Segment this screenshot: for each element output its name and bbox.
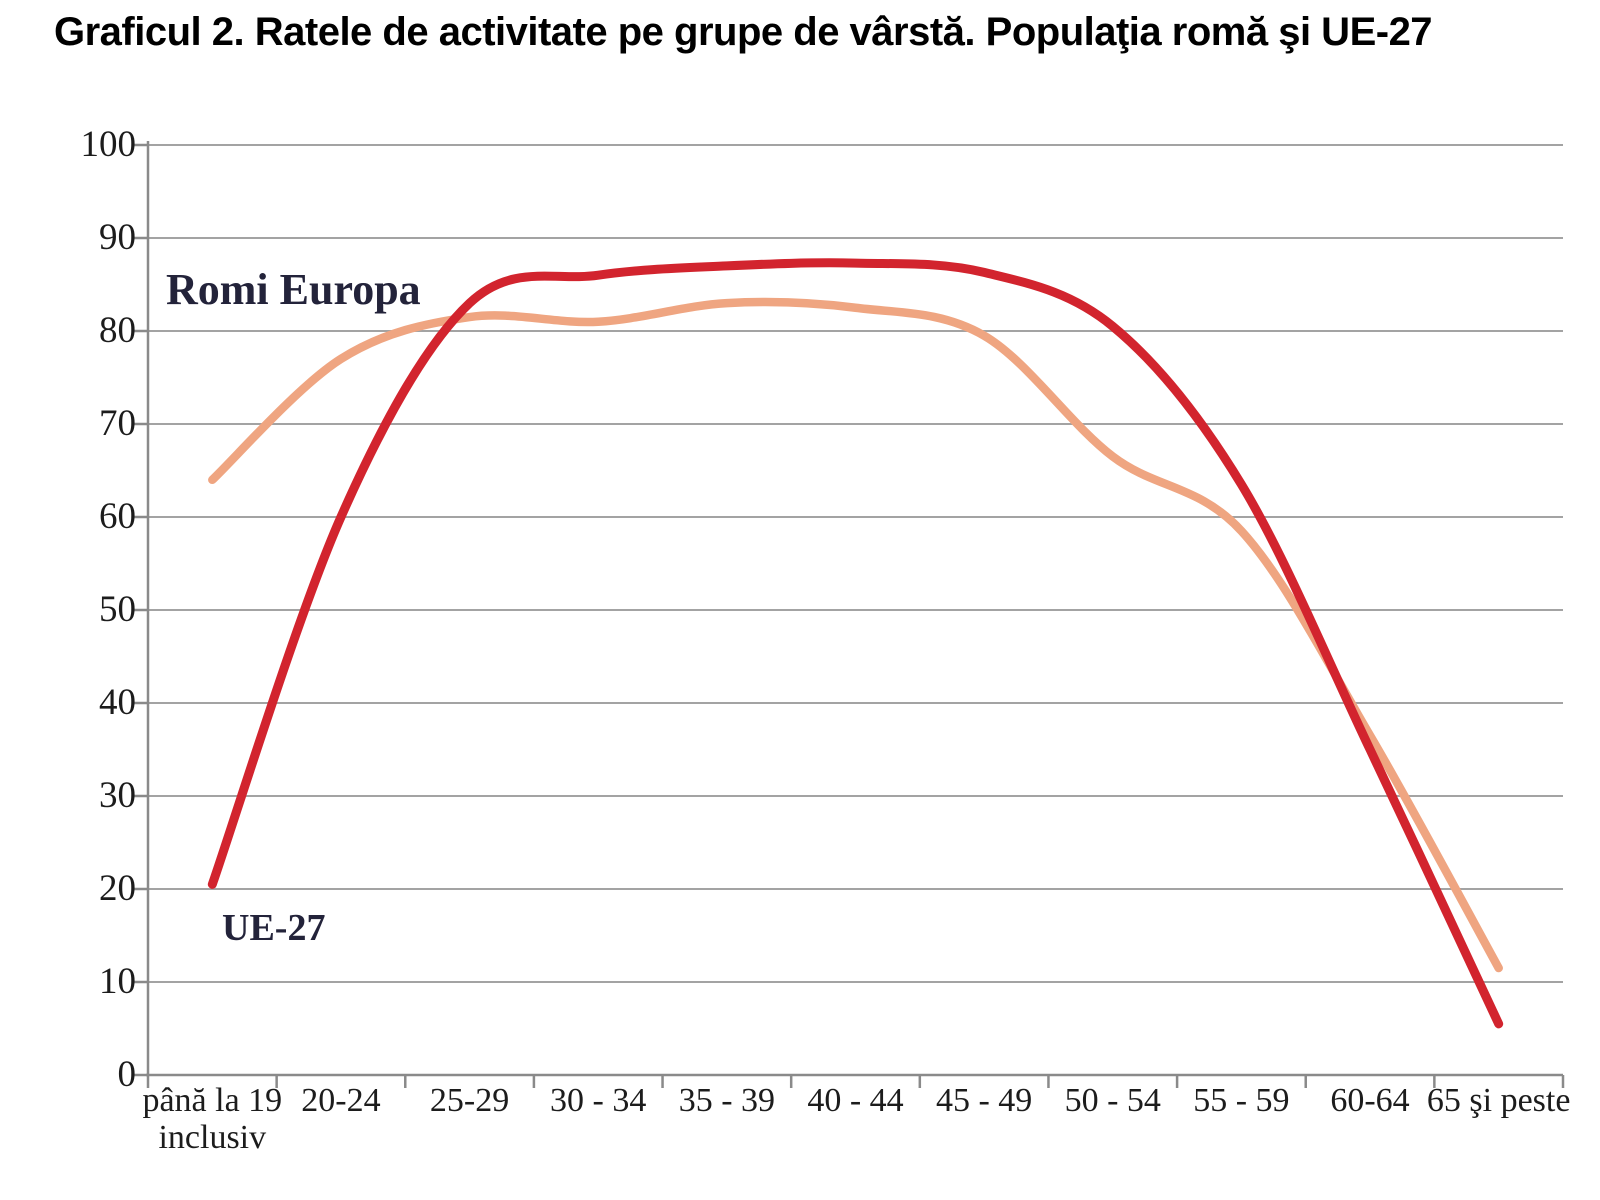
- y-tick-label: 60: [99, 496, 136, 537]
- x-tick-label: 45 - 49: [935, 1082, 1033, 1119]
- x-tick-label: 25-29: [429, 1082, 510, 1119]
- y-tick-label: 30: [99, 775, 136, 816]
- x-tick-label: 40 - 44: [807, 1082, 904, 1119]
- y-tick-label: 50: [99, 589, 136, 630]
- series-label-romi-europa: Romi Europa: [166, 265, 421, 314]
- series-line-ue-27: [207, 258, 1504, 1029]
- y-tick-label: 90: [99, 217, 136, 258]
- y-tick-label: 70: [99, 403, 136, 444]
- x-tick-label: 35 - 39: [678, 1082, 776, 1119]
- y-tick-label: 80: [99, 310, 136, 351]
- x-tick-label: 65 şi peste: [1426, 1082, 1571, 1119]
- x-tick-label: 20-24: [301, 1082, 381, 1119]
- x-tick-label: până la 19 inclusiv: [142, 1082, 283, 1156]
- y-tick-label: 10: [99, 961, 136, 1002]
- chart-title: Graficul 2. Ratele de activitate pe grup…: [54, 10, 1433, 54]
- x-tick-label: 50 - 54: [1064, 1082, 1161, 1119]
- y-tick-label: 100: [80, 124, 137, 165]
- series-line-romi-europa: [208, 297, 1503, 973]
- x-tick-label: 60-64: [1330, 1082, 1410, 1119]
- y-tick-label: 0: [117, 1054, 137, 1095]
- y-tick-label: 20: [99, 868, 136, 909]
- x-tick-label: 55 - 59: [1193, 1082, 1290, 1119]
- series-label-ue-27: UE-27: [222, 907, 326, 949]
- x-tick-label: 30 - 34: [550, 1082, 647, 1119]
- y-tick-label: 40: [99, 682, 136, 723]
